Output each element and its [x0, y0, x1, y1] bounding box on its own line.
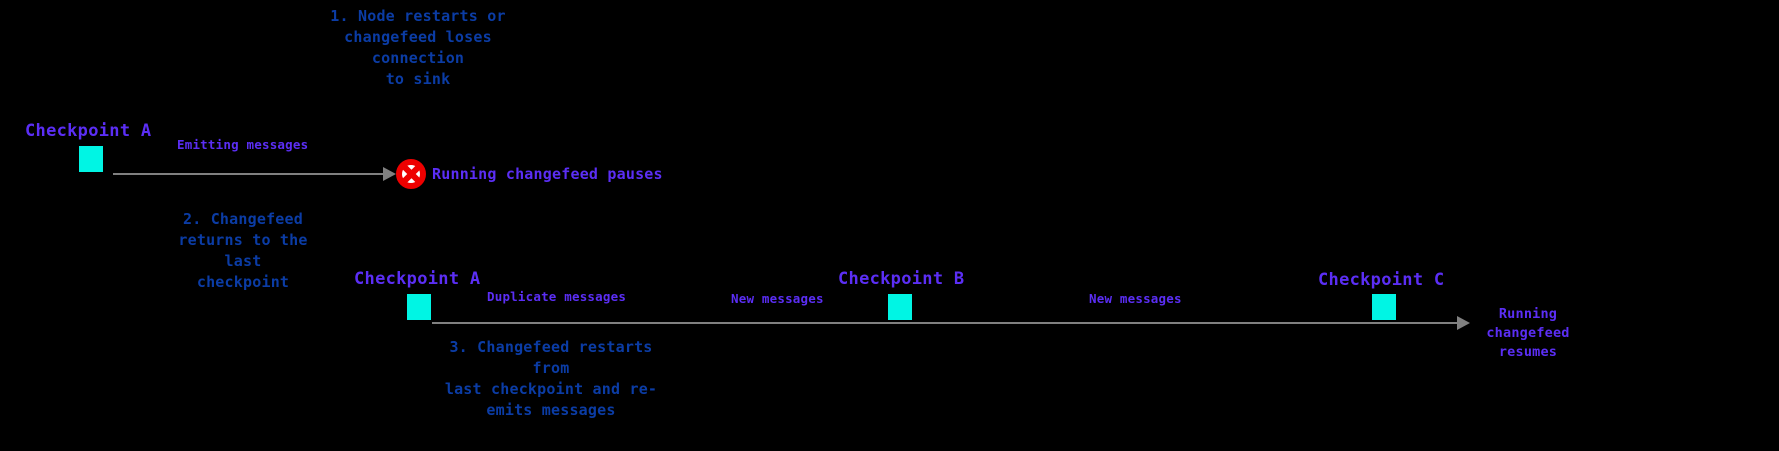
top-checkpoint-a-marker: [79, 146, 103, 172]
error-circle-x-icon: [396, 159, 426, 189]
note-step-3: 3. Changefeed restarts from last checkpo…: [444, 338, 658, 419]
top-segment-emitting-messages-label: Emitting messages: [177, 137, 309, 152]
top-timeline-arrow-line: [113, 173, 383, 175]
bottom-checkpoint-a-marker: [407, 294, 431, 320]
bottom-checkpoint-c-label: Checkpoint C: [1318, 270, 1445, 290]
failure-label: Running changefeed pauses: [432, 165, 663, 183]
bottom-timeline-arrow-head: [1457, 316, 1470, 330]
note-step-2: 2. Changefeed returns to the last checkp…: [178, 210, 308, 291]
bottom-checkpoint-a-label: Checkpoint A: [354, 269, 481, 289]
bottom-segment-duplicate-messages-label: Duplicate messages: [487, 289, 627, 304]
note-step-1: 1. Node restarts or changefeed loses con…: [330, 7, 506, 88]
top-checkpoint-a-label: Checkpoint A: [25, 121, 152, 141]
bottom-segment-new-messages-2-label: New messages: [1089, 291, 1182, 306]
top-timeline-arrow-head: [383, 167, 396, 181]
bottom-checkpoint-b-marker: [888, 294, 912, 320]
bottom-checkpoint-b-label: Checkpoint B: [838, 269, 965, 289]
bottom-checkpoint-c-marker: [1372, 294, 1396, 320]
resume-label: Running changefeed resumes: [1486, 306, 1570, 360]
bottom-segment-new-messages-1-label: New messages: [731, 291, 824, 306]
bottom-timeline-arrow-line: [432, 322, 1457, 324]
